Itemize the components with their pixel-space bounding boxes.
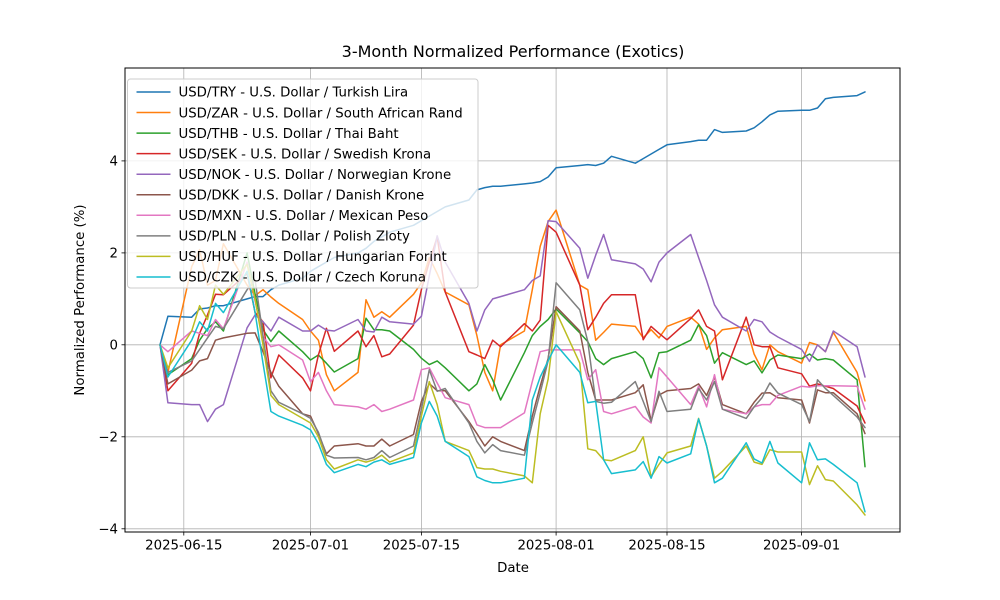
x-tick-label: 2025-07-15 [383,539,460,554]
legend-label-usd-try: USD/TRY - U.S. Dollar / Turkish Lira [179,86,409,101]
x-axis-label: Date [497,561,529,576]
y-tick-label: −4 [98,523,118,538]
series-line-usd-zar [159,209,866,402]
series-line-usd-pln [159,279,866,461]
legend-box [127,78,479,289]
series-line-usd-thb [159,252,866,468]
y-tick-label: 0 [110,339,118,354]
plot-frame [124,67,901,533]
y-tick-label: 2 [110,247,118,262]
x-tick-label: 2025-06-15 [145,539,222,554]
x-tick-label: 2025-07-01 [272,539,349,554]
series-line-usd-nok [159,219,866,423]
legend: USD/TRY - U.S. Dollar / Turkish Lira USD/… [127,78,479,289]
legend-label-usd-thb: USD/THB - U.S. Dollar / Thai Baht [179,127,399,142]
y-axis-label: Normalized Performance (%) [73,204,88,395]
series-line-usd-sek [159,224,866,424]
x-tick-label: 2025-09-01 [763,539,840,554]
legend-label-usd-zar: USD/ZAR - U.S. Dollar / South African Ra… [179,106,463,121]
series-line-usd-dkk [159,305,866,455]
x-tick-label: 2025-08-01 [517,539,594,554]
legend-label-usd-dkk: USD/DKK - U.S. Dollar / Danish Krone [179,188,425,203]
y-tick-label: 4 [110,155,118,170]
legend-label-usd-mxn: USD/MXN - U.S. Dollar / Mexican Peso [179,209,429,224]
x-tick-label: 2025-08-15 [628,539,705,554]
legend-label-usd-sek: USD/SEK - U.S. Dollar / Swedish Krona [179,147,432,162]
series-line-usd-czk [159,270,866,513]
legend-label-usd-czk: USD/CZK - U.S. Dollar / Czech Koruna [179,271,427,286]
series-line-usd-huf [159,263,866,516]
tick-layer: 4 2 0 −2 −4 2025-06-15 2025-07-01 2025-07-15 202… [98,155,840,554]
legend-label-usd-nok: USD/NOK - U.S. Dollar / Norwegian Krone [179,168,452,183]
legend-label-usd-huf: USD/HUF - U.S. Dollar / Hungarian Forint [179,250,447,265]
series-line-usd-mxn [159,261,866,429]
legend-label-usd-pln: USD/PLN - U.S. Dollar / Polish Zloty [179,230,410,245]
chart-title: 3-Month Normalized Performance (Exotics) [342,42,685,61]
y-tick-label: −2 [98,431,118,446]
